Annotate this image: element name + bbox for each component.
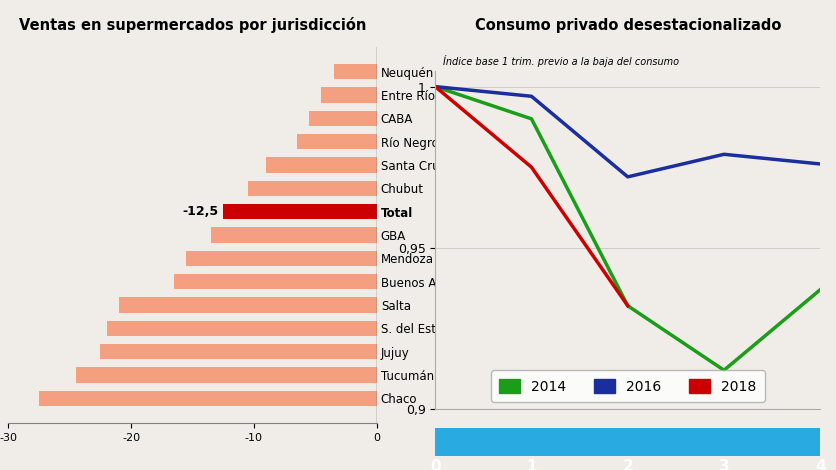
Bar [223, 204, 376, 219]
Bar [211, 227, 376, 243]
Text: -12,5: -12,5 [182, 205, 218, 218]
Bar [186, 251, 376, 266]
Text: Consumo privado desestacionalizado: Consumo privado desestacionalizado [474, 18, 780, 33]
Bar [76, 368, 376, 383]
Bar [247, 181, 376, 196]
Bar [174, 274, 376, 289]
Bar [266, 157, 376, 172]
Bar [297, 134, 376, 149]
Legend: 2014, 2016, 2018: 2014, 2016, 2018 [491, 370, 763, 402]
Bar [100, 344, 376, 359]
Bar [106, 321, 376, 336]
Bar [308, 111, 376, 126]
Bar [321, 87, 376, 102]
Bar [119, 298, 376, 313]
Text: Índice base 1 trim. previo a la baja del consumo: Índice base 1 trim. previo a la baja del… [442, 55, 678, 67]
Bar [39, 391, 376, 406]
Bar [334, 64, 376, 79]
Text: Ventas en supermercados por jurisdicción: Ventas en supermercados por jurisdicción [18, 17, 366, 33]
